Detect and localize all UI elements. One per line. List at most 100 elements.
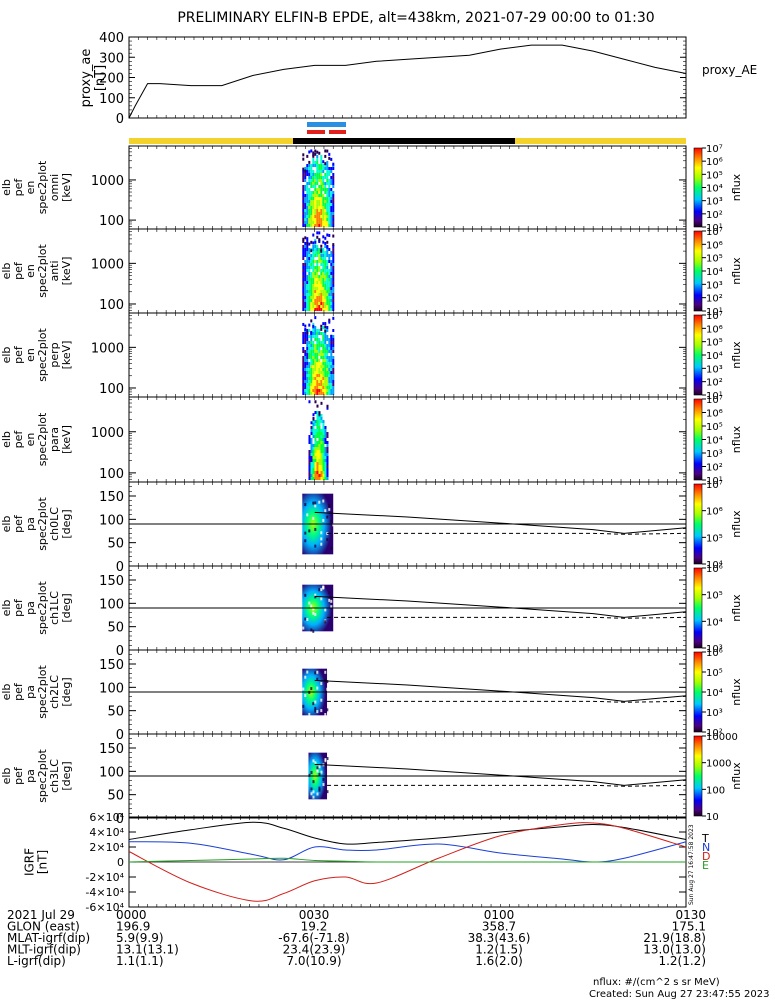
spectrogram-cell	[326, 284, 329, 287]
pitch-angle-speckle	[306, 513, 309, 517]
spectrogram-cell	[302, 197, 305, 200]
spectrogram-cell	[326, 380, 329, 383]
spectrogram-cell	[316, 278, 319, 281]
ylabel-line: spec2plot	[36, 328, 49, 382]
spectrogram-cell	[310, 305, 313, 308]
spectrogram-cell	[330, 293, 333, 296]
spectrogram-cell	[332, 206, 335, 209]
spectrogram-cell	[318, 284, 321, 287]
spectrogram-cell	[322, 299, 325, 302]
ytick-label: 1000	[91, 426, 124, 441]
spectrogram-cell	[332, 179, 335, 182]
spectrogram-cell	[308, 296, 311, 299]
spectrogram-cell	[318, 179, 321, 182]
ytick-label: 0	[116, 644, 124, 659]
spectrogram-cell	[322, 438, 325, 441]
spectrogram-cell	[314, 386, 317, 389]
spectrogram-cell	[320, 299, 323, 302]
spectrogram-cell	[330, 260, 333, 263]
pitch-angle-speckle	[326, 708, 329, 712]
spectrogram-cell	[306, 350, 309, 353]
spectrogram-cell	[318, 338, 321, 341]
spectrogram-speckle	[318, 412, 321, 416]
spectrogram-cell	[326, 374, 329, 377]
spectrogram-cell	[312, 248, 315, 251]
spectrogram-cell	[312, 365, 315, 368]
spectrogram-cell	[310, 260, 313, 263]
spectrogram-cell	[332, 287, 335, 290]
spectrogram-cell	[316, 347, 319, 350]
spectrogram-cell	[330, 224, 333, 227]
pitch-angle-speckle	[312, 759, 315, 763]
spectrogram-cell	[306, 305, 309, 308]
spectrogram-cell	[320, 305, 323, 308]
spectrogram-cell	[312, 290, 315, 293]
spectrogram-cell	[312, 176, 315, 179]
ephemeris-value: -67.6(-71.8)	[278, 931, 349, 945]
spectrogram-cell	[320, 365, 323, 368]
spectrogram-cell	[310, 281, 313, 284]
pitch-angle-speckle	[316, 677, 319, 681]
spectrogram-cell	[314, 197, 317, 200]
ephemeris-value: 1.6(2.0)	[475, 954, 523, 968]
spectrogram-cell	[302, 350, 305, 353]
spectrogram-cell	[322, 477, 325, 480]
spectrogram-speckle	[312, 151, 315, 155]
spectrogram-cell	[318, 206, 321, 209]
spectrogram-cell	[312, 218, 315, 221]
spectrogram-cell	[328, 341, 331, 344]
spectrogram-cell	[306, 278, 309, 281]
spectrogram-cell	[316, 254, 319, 257]
spectrogram-cell	[332, 251, 335, 254]
spectrogram-cell	[320, 158, 323, 161]
spectrogram-cell	[314, 377, 317, 380]
spectrogram-cell	[330, 287, 333, 290]
spectrogram-cell	[324, 332, 327, 335]
spectrogram-cell	[316, 383, 319, 386]
spectrogram-cell	[304, 203, 307, 206]
ylabel-line: spec2plot	[36, 665, 49, 719]
spectrogram-cell	[314, 380, 317, 383]
spectrogram-cell	[326, 269, 329, 272]
pitch-angle-speckle	[316, 670, 319, 674]
spectrogram-cell	[328, 218, 331, 221]
spectrogram-cell	[308, 182, 311, 185]
spectrogram-speckle	[302, 153, 305, 157]
spectrogram-cell	[312, 284, 315, 287]
spectrogram-cell	[328, 350, 331, 353]
spectrogram-cell	[320, 438, 323, 441]
spectrogram-cell	[316, 245, 319, 248]
spectrogram-cell	[320, 284, 323, 287]
spectrogram-cell	[328, 287, 331, 290]
spectrogram-cell	[324, 438, 327, 441]
ae-ytick-label: 0	[116, 112, 124, 127]
spectrogram-cell	[324, 335, 327, 338]
spectrogram-cell	[326, 444, 329, 447]
colorbar-tick-label: 10¹	[706, 223, 723, 234]
spectrogram-cell	[328, 269, 331, 272]
spectrogram-cell	[326, 456, 329, 459]
spectrogram-cell	[332, 371, 335, 374]
spectrogram-cell	[328, 206, 331, 209]
spectrogram-cell	[306, 380, 309, 383]
spectrogram-cell	[306, 194, 309, 197]
spectrogram-cell	[304, 338, 307, 341]
spectrogram-cell	[304, 251, 307, 254]
spectrogram-cell	[312, 377, 315, 380]
spectrogram-cell	[324, 344, 327, 347]
ytick-label: 100	[99, 597, 124, 612]
spectrogram-cell	[326, 266, 329, 269]
colorbar-tick-label: 10³	[706, 197, 723, 208]
spectrogram-cell	[320, 206, 323, 209]
spectrogram-cell	[320, 435, 323, 438]
pitch-angle-speckle	[324, 509, 327, 513]
spectrogram-cell	[320, 215, 323, 218]
spectrogram-cell	[332, 182, 335, 185]
spectrogram-cell	[322, 423, 325, 426]
spectrogram-cell	[328, 305, 331, 308]
spectrogram-cell	[322, 188, 325, 191]
spectrogram-speckle	[318, 238, 321, 242]
spectrogram-cell	[322, 293, 325, 296]
spectrogram-cell	[330, 353, 333, 356]
spectrogram-cell	[326, 203, 329, 206]
